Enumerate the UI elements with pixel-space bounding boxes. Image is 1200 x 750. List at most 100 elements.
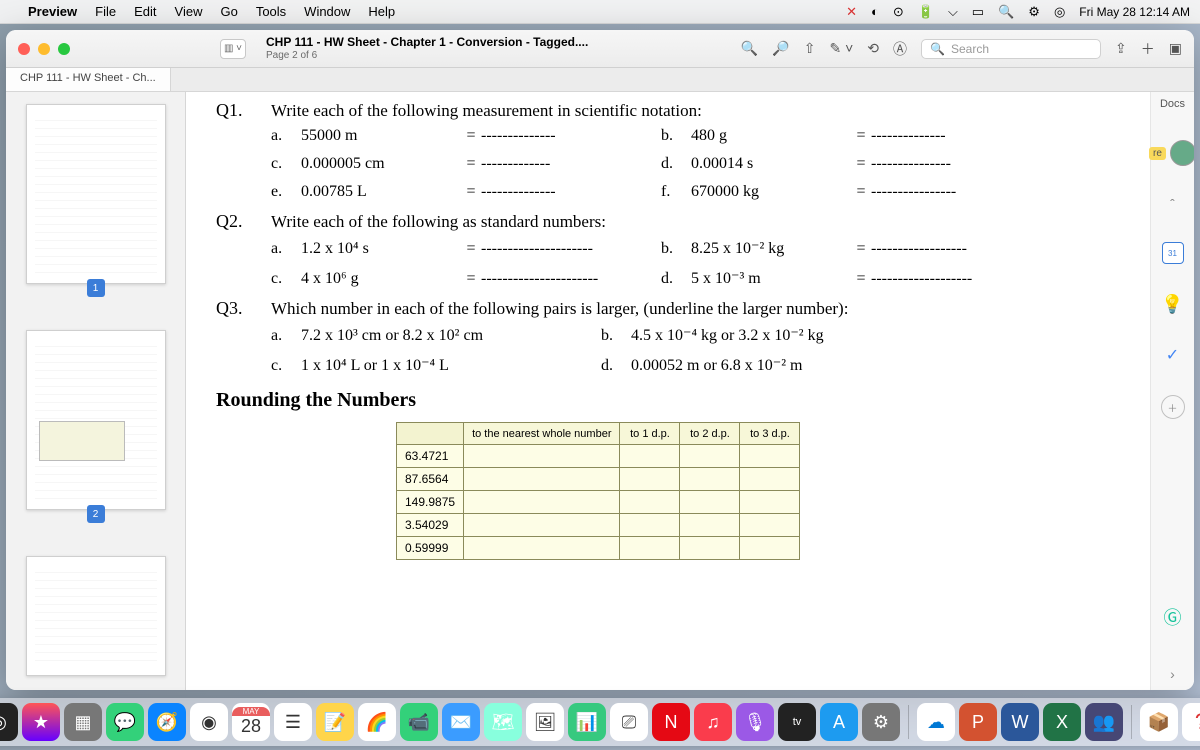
q1d-value: 0.00014 s	[691, 155, 851, 173]
powerpoint-dock-icon[interactable]: P	[959, 703, 997, 741]
loading-icon[interactable]: ◐	[871, 4, 879, 19]
messages-dock-icon[interactable]: 💬	[106, 703, 144, 741]
menu-file[interactable]: File	[95, 4, 116, 19]
appstore-dock-icon[interactable]: A	[820, 703, 858, 741]
notes-dock-icon[interactable]: 📝	[316, 703, 354, 741]
teams-dock-icon[interactable]: 👥	[1085, 703, 1123, 741]
app-menu[interactable]: Preview	[28, 4, 77, 19]
onedrive-dock-icon[interactable]: ☁	[917, 703, 955, 741]
thumbnail-sidebar[interactable]: 1 2	[6, 92, 186, 690]
preview-dock-icon[interactable]: 🖼	[526, 703, 564, 741]
calendar-widget-icon[interactable]: 31	[1162, 242, 1184, 264]
expand-icon[interactable]: ˆ	[1170, 196, 1175, 212]
add-addon-button[interactable]: ＋	[1161, 395, 1185, 419]
music-dock-icon[interactable]: ♫	[694, 703, 732, 741]
new-tab-icon[interactable]: ＋	[1141, 39, 1155, 59]
appletv-dock-icon[interactable]: tv	[778, 703, 816, 741]
window-close-button[interactable]	[18, 43, 30, 55]
rounding-table: to the nearest whole number to 1 d.p. to…	[396, 422, 800, 560]
search-input[interactable]: 🔍 Search	[921, 39, 1101, 59]
photos-dock-icon[interactable]: 🌈	[358, 703, 396, 741]
control-center-icon[interactable]: ⚙	[1028, 4, 1040, 20]
share-icon[interactable]: ⇧	[804, 40, 816, 57]
downloads-dock-icon[interactable]: 📦	[1140, 703, 1178, 741]
podcasts-dock-icon[interactable]: 🎙	[736, 703, 774, 741]
excel-dock-icon[interactable]: X	[1043, 703, 1081, 741]
grammarly-icon[interactable]: Ⓖ	[1164, 604, 1182, 630]
q1a-label: a.	[271, 127, 301, 145]
share-button[interactable]: re	[1149, 147, 1166, 160]
mail-dock-icon[interactable]: ✉️	[442, 703, 480, 741]
blank: --------------	[481, 127, 621, 145]
battery-level-icon[interactable]: ▭	[972, 4, 984, 20]
tabs-icon[interactable]: ▣	[1169, 40, 1182, 57]
q3c-label: c.	[271, 357, 301, 375]
window-traffic-lights	[18, 43, 70, 55]
battery-icon[interactable]: 🔋	[918, 4, 934, 20]
rotate-icon[interactable]: ⟲	[867, 40, 879, 57]
menu-go[interactable]: Go	[220, 4, 237, 19]
docs-label[interactable]: Docs	[1160, 98, 1185, 110]
page-thumbnail-3[interactable]	[26, 556, 166, 676]
screenshot-dock-icon[interactable]: ⎚	[610, 703, 648, 741]
rounding-heading: Rounding the Numbers	[216, 389, 1120, 412]
cal-day: 28	[241, 716, 261, 737]
document-title: CHP 111 - HW Sheet - Chapter 1 - Convers…	[266, 35, 731, 49]
document-tab[interactable]: CHP 111 - HW Sheet - Ch...	[6, 68, 171, 91]
q1c-value: 0.000005 cm	[301, 155, 461, 173]
reminders-dock-icon[interactable]: ☰	[274, 703, 312, 741]
zoom-out-icon[interactable]: 🔍	[741, 40, 758, 57]
q2c-label: c.	[271, 270, 301, 288]
siri-dock-icon[interactable]: ◎	[0, 703, 18, 741]
q1e-value: 0.00785 L	[301, 183, 461, 201]
cal-month: MAY	[232, 707, 270, 716]
zoom-in-icon[interactable]: 🔎	[772, 40, 789, 57]
wifi-icon[interactable]: ⌵	[948, 4, 958, 20]
q3d-label: d.	[601, 357, 631, 375]
help-dock-icon[interactable]: ?	[1182, 703, 1200, 741]
menu-edit[interactable]: Edit	[134, 4, 156, 19]
siri-icon[interactable]: ◎	[1054, 4, 1065, 20]
word-dock-icon[interactable]: W	[1001, 703, 1039, 741]
chrome-dock-icon[interactable]: ◉	[190, 703, 228, 741]
close-x-icon[interactable]: ✕	[846, 4, 857, 20]
facetime-dock-icon[interactable]: 📹	[400, 703, 438, 741]
itunes-dock-icon[interactable]: ★	[22, 703, 60, 741]
page-thumbnail-2[interactable]: 2	[26, 330, 166, 510]
q1-prompt: Write each of the following measurement …	[271, 101, 1120, 121]
menu-view[interactable]: View	[175, 4, 203, 19]
numbers-dock-icon[interactable]: 📊	[568, 703, 606, 741]
sidebar-toggle-button[interactable]: ▥ ˅	[220, 39, 246, 59]
window-zoom-button[interactable]	[58, 43, 70, 55]
q1f-value: 670000 kg	[691, 183, 851, 201]
q1-label: Q1.	[216, 100, 271, 121]
menu-window[interactable]: Window	[304, 4, 350, 19]
maps-dock-icon[interactable]: 🗺	[484, 703, 522, 741]
window-minimize-button[interactable]	[38, 43, 50, 55]
export-icon[interactable]: ⇪	[1115, 40, 1127, 57]
page-thumbnail-1[interactable]: 1	[26, 104, 166, 284]
page-number-badge: 2	[87, 505, 105, 523]
menu-help[interactable]: Help	[368, 4, 395, 19]
page-number-badge: 1	[87, 279, 105, 297]
safari-dock-icon[interactable]: 🧭	[148, 703, 186, 741]
q1a-value: 55000 m	[301, 127, 461, 145]
markup-icon[interactable]: Ⓐ	[893, 39, 907, 59]
keep-icon[interactable]: 💡	[1161, 294, 1183, 315]
page-indicator: Page 2 of 6	[266, 49, 731, 63]
q1b-label: b.	[661, 127, 691, 145]
annotate-icon[interactable]: ✎ ˅	[830, 40, 854, 57]
record-icon[interactable]: ⊙	[893, 4, 904, 20]
spotlight-search-icon[interactable]: 🔍	[998, 4, 1014, 20]
tasks-icon[interactable]: ✓	[1166, 345, 1179, 365]
menu-tools[interactable]: Tools	[256, 4, 286, 19]
netflix-dock-icon[interactable]: N	[652, 703, 690, 741]
hide-panel-icon[interactable]: ›	[1170, 666, 1175, 682]
q3-prompt: Which number in each of the following pa…	[271, 299, 1120, 319]
launchpad-dock-icon[interactable]: ▦	[64, 703, 102, 741]
document-view[interactable]: Q1. Write each of the following measurem…	[186, 92, 1150, 690]
user-avatar[interactable]	[1170, 140, 1194, 166]
menubar-clock[interactable]: Fri May 28 12:14 AM	[1079, 5, 1190, 19]
calendar-dock-icon[interactable]: MAY 28	[232, 703, 270, 741]
system-prefs-dock-icon[interactable]: ⚙	[862, 703, 900, 741]
